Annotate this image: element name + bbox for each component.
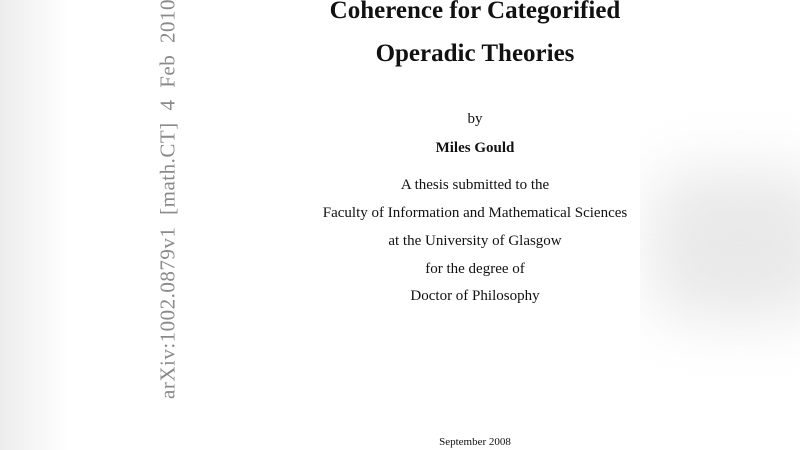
submission-line-2: Faculty of Information and Mathematical … (322, 205, 628, 221)
author-name: Miles Gould (435, 140, 515, 156)
submission-line-5: Doctor of Philosophy (410, 288, 540, 304)
thesis-date: September 2008 (439, 436, 511, 448)
title-line-1: Coherence for Categorified (329, 0, 621, 24)
by-label: by (467, 111, 483, 127)
submission-line-3: at the University of Glasgow (388, 233, 562, 249)
submission-line-4: for the degree of (425, 261, 525, 277)
page-edge-shadow (0, 0, 70, 450)
background-shadow (650, 170, 800, 320)
arxiv-identifier: arXiv:1002.0879v1 [math.CT] 4 Feb 2010 (155, 0, 180, 399)
title-line-2: Operadic Theories (375, 40, 575, 67)
title-page (70, 0, 640, 450)
submission-line-1: A thesis submitted to the (400, 177, 550, 193)
